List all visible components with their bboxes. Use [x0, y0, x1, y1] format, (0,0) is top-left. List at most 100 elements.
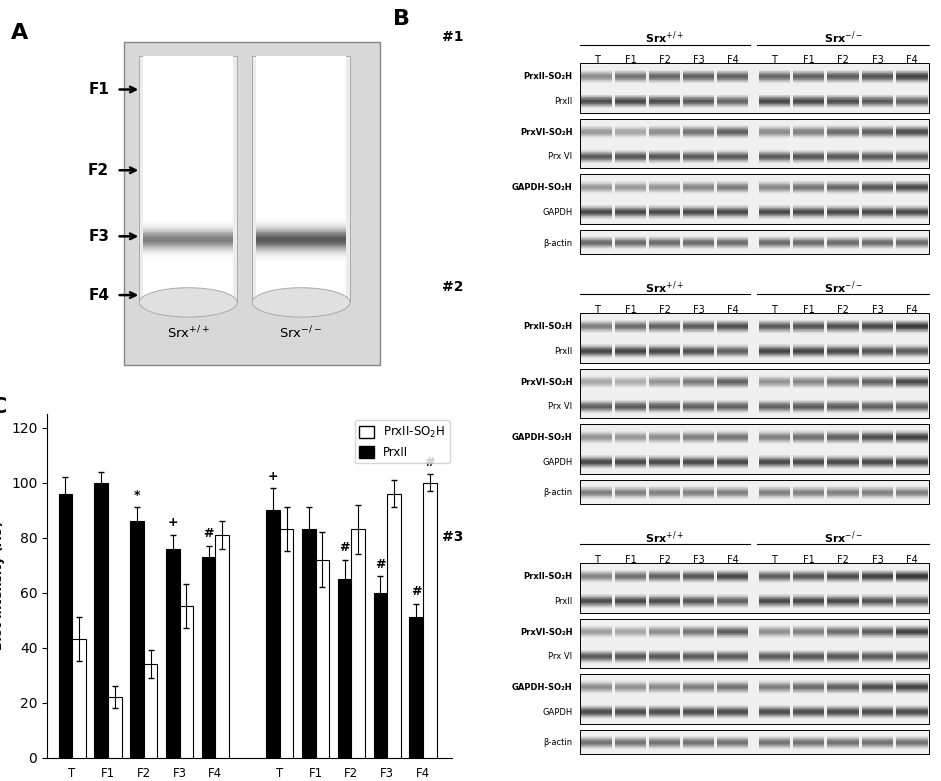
Bar [143, 70, 233, 71]
Bar [256, 150, 346, 151]
Bar [256, 120, 346, 122]
Bar [582, 327, 613, 328]
Bar [256, 184, 346, 185]
Bar [143, 151, 233, 152]
Bar [143, 268, 233, 269]
Bar [143, 129, 233, 130]
Bar [256, 294, 346, 295]
Bar [896, 330, 928, 331]
Bar [256, 269, 346, 270]
Bar [896, 681, 928, 682]
Bar [256, 206, 346, 207]
Bar [827, 214, 859, 215]
Bar [143, 169, 233, 170]
Bar [143, 209, 233, 210]
Bar [256, 252, 346, 253]
Bar [256, 251, 346, 252]
Bar [143, 147, 233, 148]
Bar [143, 170, 233, 171]
Bar [615, 596, 646, 597]
Bar [256, 146, 346, 147]
Bar [143, 134, 233, 135]
Bar [143, 101, 233, 102]
Bar [143, 206, 233, 207]
Bar [256, 76, 346, 77]
Bar [256, 193, 346, 194]
Bar [582, 134, 613, 135]
Bar [582, 187, 613, 188]
Bar [256, 225, 346, 226]
Bar [143, 189, 233, 190]
Bar [143, 239, 233, 240]
Bar [256, 155, 346, 156]
Bar [143, 244, 233, 246]
Bar [256, 89, 346, 90]
Bar [615, 582, 646, 583]
Bar [143, 113, 233, 114]
Bar [256, 205, 346, 206]
Text: GAPDH: GAPDH [542, 708, 572, 717]
Bar [256, 96, 346, 97]
Bar [717, 496, 748, 497]
Bar [256, 142, 346, 143]
Bar [143, 201, 233, 202]
Bar [143, 149, 233, 150]
Bar [615, 188, 646, 189]
Bar [615, 96, 646, 97]
Bar [143, 155, 233, 156]
Bar [793, 435, 824, 436]
Bar [143, 86, 233, 87]
Bar [896, 96, 928, 97]
Bar [256, 76, 346, 77]
Bar [143, 152, 233, 153]
Bar [683, 213, 714, 215]
Bar [256, 67, 346, 68]
Bar [256, 154, 346, 155]
Bar [256, 298, 346, 299]
Bar [793, 493, 824, 494]
Bar [256, 188, 346, 189]
Bar [256, 143, 346, 144]
Bar [256, 229, 346, 230]
Bar [143, 85, 233, 86]
Bar [896, 581, 928, 582]
Bar [683, 356, 714, 357]
Bar [143, 185, 233, 186]
Bar [717, 440, 748, 441]
Bar [256, 215, 346, 216]
Bar [143, 144, 233, 145]
Bar [896, 709, 928, 710]
Bar [862, 690, 893, 691]
Bar [793, 136, 824, 137]
Bar [256, 66, 346, 67]
Bar [143, 264, 233, 265]
Bar [717, 460, 748, 461]
Bar [256, 116, 346, 117]
Bar [143, 286, 233, 287]
Bar [256, 155, 346, 156]
Bar [827, 742, 859, 743]
Bar [862, 459, 893, 460]
Bar [143, 187, 233, 188]
Bar [862, 496, 893, 497]
Bar [649, 717, 680, 718]
Bar [793, 125, 824, 126]
Bar [143, 83, 233, 84]
Bar [683, 627, 714, 628]
Bar [827, 382, 859, 383]
Bar [143, 275, 233, 276]
Bar [862, 243, 893, 244]
Bar [256, 139, 346, 140]
Bar [793, 402, 824, 403]
Bar [683, 580, 714, 581]
Bar [143, 285, 233, 286]
Bar [256, 183, 346, 184]
Bar [256, 162, 346, 163]
Bar [256, 62, 346, 63]
Bar [256, 161, 346, 162]
Bar [896, 569, 928, 571]
Bar [143, 93, 233, 94]
Bar [143, 111, 233, 112]
Bar [256, 147, 346, 148]
Bar [256, 200, 346, 201]
